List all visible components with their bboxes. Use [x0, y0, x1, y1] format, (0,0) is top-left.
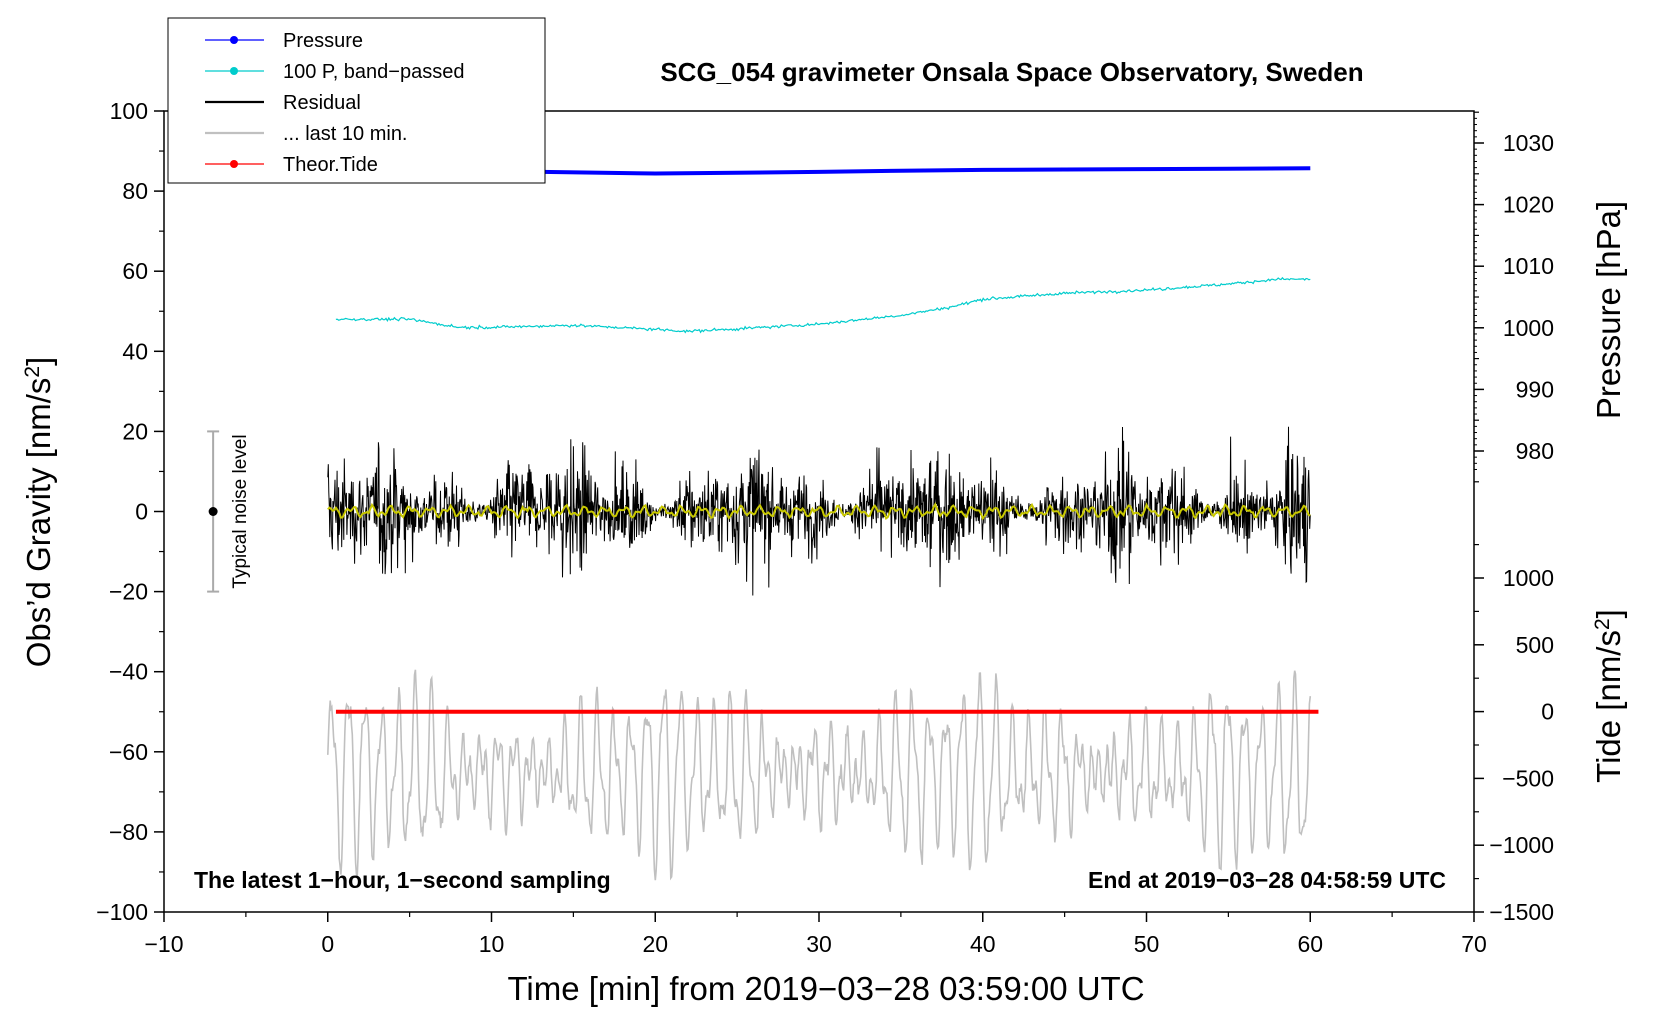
y-left-axis-label: Obs’d Gravity [nm/s2] [20, 357, 57, 668]
y-left-tick-label: −20 [109, 579, 148, 605]
x-tick-label: −10 [144, 931, 183, 957]
y-left-tick-label: −80 [109, 819, 148, 845]
x-axis-ticks: −10 0 10 20 30 40 50 60 70 [144, 912, 1487, 957]
annotation-end-time: End at 2019−03−28 04:58:59 UTC [1088, 867, 1446, 893]
legend-label: 100 P, band−passed [283, 61, 464, 83]
tide-tick-label: −1000 [1489, 832, 1554, 858]
tide-tick-label: −500 [1502, 765, 1554, 791]
pressure-tick-label: 990 [1516, 376, 1554, 402]
tide-tick-label: −1500 [1489, 899, 1554, 925]
y-left-tick-label: −40 [109, 659, 148, 685]
pressure-tick-label: 1000 [1503, 315, 1554, 341]
legend-marker [230, 36, 238, 44]
y-left-tick-label: 80 [122, 178, 148, 204]
legend-label: Residual [283, 92, 361, 114]
legend-marker [230, 160, 238, 168]
x-tick-label: 40 [970, 931, 996, 957]
x-tick-label: 10 [479, 931, 505, 957]
pressure-tick-label: 980 [1516, 438, 1554, 464]
smoothed-residual-line [327, 502, 1311, 521]
tide-tick-label: 0 [1541, 699, 1554, 725]
y-left-tick-label: −100 [96, 899, 148, 925]
legend-label: Theor.Tide [283, 154, 378, 176]
noise-level-indicator: Typical noise level [207, 430, 251, 593]
noise-level-dot [208, 507, 218, 516]
x-tick-label: 60 [1297, 931, 1323, 957]
x-tick-label: 50 [1134, 931, 1160, 957]
y-left-tick-label: −60 [109, 739, 148, 765]
series-layer [327, 166, 1319, 881]
y-left-axis-ticks: 100 80 60 40 20 0 −20 −40 −60 −80 −100 [96, 98, 164, 925]
tide-tick-label: 1000 [1503, 565, 1554, 591]
tide-axis-label: Tide [nm/s2] [1590, 609, 1627, 783]
x-tick-label: 0 [321, 931, 334, 957]
chart-title: SCG_054 gravimeter Onsala Space Observat… [660, 57, 1363, 87]
pressure-axis-ticks: 1030 1020 1010 1000 990 980 [1474, 111, 1554, 483]
y-left-tick-label: 60 [122, 258, 148, 284]
pressure-line [335, 166, 1311, 176]
y-left-tick-label: 0 [135, 499, 148, 525]
y-left-tick-label: 20 [122, 418, 148, 444]
band-passed-line [335, 276, 1311, 334]
pressure-tick-label: 1030 [1503, 130, 1554, 156]
legend-marker [230, 67, 238, 75]
y-left-tick-label: 40 [122, 338, 148, 364]
noise-level-label: Typical noise level [230, 434, 251, 588]
annotation-sampling: The latest 1−hour, 1−second sampling [194, 867, 611, 893]
last-10-min-line [327, 669, 1312, 881]
x-tick-label: 30 [806, 931, 832, 957]
pressure-tick-label: 1010 [1503, 253, 1554, 279]
x-tick-label: 70 [1461, 931, 1487, 957]
legend-box [167, 17, 546, 184]
tide-axis-ticks: 1000 500 0 −500 −1000 −1500 [1474, 543, 1554, 925]
x-axis-label: Time [min] from 2019−03−28 03:59:00 UTC [507, 970, 1144, 1007]
tide-tick-label: 500 [1516, 632, 1554, 658]
legend-label: Pressure [283, 30, 363, 52]
pressure-axis-label: Pressure [hPa] [1590, 201, 1627, 419]
legend: Pressure 100 P, band−passed Residual ... la… [167, 17, 546, 184]
legend-label: ... last 10 min. [283, 123, 408, 145]
x-tick-label: 20 [642, 931, 668, 957]
y-left-tick-label: 100 [110, 98, 148, 124]
pressure-tick-label: 1020 [1503, 192, 1554, 218]
